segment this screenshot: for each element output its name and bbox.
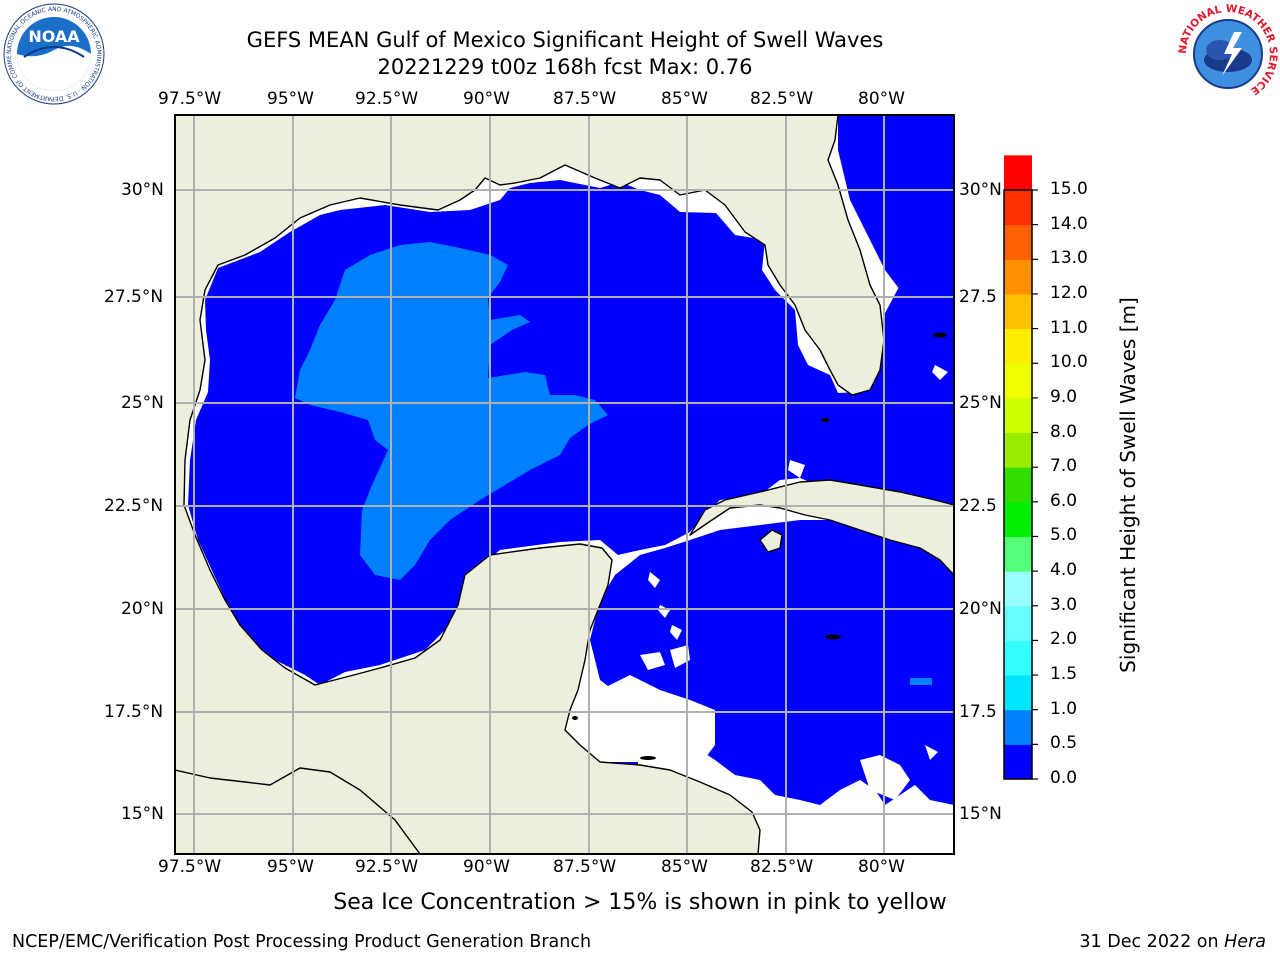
colorbar-tick-label: 2.0 bbox=[1050, 629, 1078, 650]
colorbar-label: Significant Height of Swell Waves [m] bbox=[1116, 297, 1140, 673]
colorbar-tick-label: 5.0 bbox=[1050, 525, 1078, 546]
lat-label-right: 30°N bbox=[959, 180, 1002, 200]
footer-date-text: 31 Dec 2022 on bbox=[1079, 932, 1225, 952]
colorbar-swatch bbox=[1004, 675, 1032, 711]
lon-label-top: 92.5°W bbox=[355, 89, 419, 109]
lat-label-left: 25°N bbox=[121, 393, 164, 413]
colorbar-swatch bbox=[1004, 744, 1032, 780]
lon-label-top: 90°W bbox=[463, 89, 510, 109]
small-islands bbox=[572, 332, 947, 760]
swell-field-caribbean bbox=[590, 520, 954, 805]
colorbar-tick-label: 1.5 bbox=[1050, 664, 1078, 685]
lon-label-top: 82.5°W bbox=[750, 89, 814, 109]
colorbar-swatch bbox=[1004, 432, 1032, 468]
colorbar-tick-label: 4.0 bbox=[1050, 560, 1078, 581]
lon-label-bottom: 87.5°W bbox=[553, 857, 617, 877]
lat-label-right: 20°N bbox=[959, 599, 1002, 619]
swell-field-small-patch bbox=[910, 678, 932, 685]
lat-label-left: 15°N bbox=[121, 804, 164, 824]
lat-label-left: 27.5°N bbox=[104, 287, 164, 307]
colorbar-tick-label: 6.0 bbox=[1050, 490, 1078, 511]
lon-label-bottom: 80°W bbox=[858, 857, 905, 877]
nws-logo: NATIONAL WEATHER SERVICE bbox=[1177, 3, 1279, 104]
colorbar-tick-label: 7.0 bbox=[1050, 456, 1078, 477]
colorbar-swatch bbox=[1004, 328, 1032, 364]
map-title: GEFS MEAN Gulf of Mexico Significant Hei… bbox=[246, 28, 884, 52]
footer-credit: NCEP/EMC/Verification Post Processing Pr… bbox=[12, 932, 592, 952]
gridlines bbox=[175, 115, 954, 854]
colorbar-swatch bbox=[1004, 259, 1032, 295]
lat-label-right: 15°N bbox=[959, 804, 1002, 824]
lon-label-bottom: 97.5°W bbox=[158, 857, 222, 877]
colorbar-tick-label: 15.0 bbox=[1050, 179, 1088, 199]
land-masses bbox=[175, 115, 954, 854]
colorbar-tick-label: 14.0 bbox=[1050, 213, 1088, 234]
lat-label-left: 30°N bbox=[121, 180, 164, 200]
swell-field-atlantic bbox=[838, 115, 954, 290]
noaa-logo: NOAA NATIONAL OCEANIC AND ATMOSPHERIC AD… bbox=[2, 2, 105, 105]
lat-label-left: 22.5°N bbox=[104, 496, 164, 516]
colorbar-tick-label: 11.0 bbox=[1050, 317, 1088, 338]
noaa-logo-text: NOAA bbox=[28, 27, 80, 46]
lon-label-bottom: 90°W bbox=[463, 857, 510, 877]
colorbar-tick-label: 0.5 bbox=[1050, 733, 1078, 754]
colorbar-swatch bbox=[1004, 293, 1032, 330]
swell-field-gulf-high bbox=[295, 242, 608, 580]
lat-label-right: 25°N bbox=[959, 393, 1002, 413]
colorbar-tick-label: 3.0 bbox=[1050, 594, 1078, 615]
lat-label-left: 17.5°N bbox=[104, 702, 164, 722]
colorbar-swatch bbox=[1004, 467, 1032, 503]
lon-label-top: 97.5°W bbox=[158, 89, 222, 109]
colorbar-tick-label: 1.0 bbox=[1050, 698, 1078, 719]
colorbar-tick-label: 12.0 bbox=[1050, 282, 1088, 303]
lat-label-right: 22.5 bbox=[959, 496, 997, 516]
colorbar-swatch bbox=[1004, 224, 1032, 260]
lon-label-bottom: 85°W bbox=[661, 857, 708, 877]
colorbar-tick-label: 9.0 bbox=[1050, 386, 1078, 407]
colorbar-swatch bbox=[1004, 640, 1032, 676]
colorbar-swatch bbox=[1004, 501, 1032, 537]
colorbar-tick-label: 8.0 bbox=[1050, 421, 1078, 442]
footer-host: Hera bbox=[1224, 932, 1266, 952]
lon-label-top: 80°W bbox=[858, 89, 905, 109]
lon-label-bottom: 82.5°W bbox=[750, 857, 814, 877]
colorbar bbox=[1003, 155, 1038, 780]
colorbar-swatch bbox=[1004, 363, 1032, 399]
colorbar-swatch bbox=[1004, 571, 1032, 607]
footer-date: 31 Dec 2022 on Hera bbox=[1079, 932, 1266, 952]
colorbar-swatch bbox=[1004, 536, 1032, 572]
map-frame bbox=[174, 114, 955, 855]
lon-label-top: 87.5°W bbox=[553, 89, 617, 109]
sea-ice-caption: Sea Ice Concentration > 15% is shown in … bbox=[333, 890, 947, 915]
lat-label-left: 20°N bbox=[121, 599, 164, 619]
colorbar-frame bbox=[1003, 189, 1033, 780]
map-subtitle: 20221229 t00z 168h fcst Max: 0.76 bbox=[377, 55, 753, 79]
lon-label-top: 95°W bbox=[267, 89, 314, 109]
land-north-america bbox=[175, 115, 885, 854]
land-isle-of-youth bbox=[759, 529, 783, 553]
colorbar-swatch bbox=[1004, 709, 1032, 745]
colorbar-swatch bbox=[1004, 605, 1032, 641]
colorbar-swatch bbox=[1004, 190, 1032, 226]
colorbar-tick-label: 13.0 bbox=[1050, 248, 1088, 269]
colorbar-tick-label: 0.0 bbox=[1050, 768, 1078, 788]
lon-label-bottom: 95°W bbox=[267, 857, 314, 877]
colorbar-tick-label: 10.0 bbox=[1050, 352, 1088, 373]
lon-label-bottom: 92.5°W bbox=[355, 857, 419, 877]
lat-label-right: 27.5 bbox=[959, 287, 997, 307]
lon-label-top: 85°W bbox=[661, 89, 708, 109]
colorbar-swatch bbox=[1004, 397, 1032, 434]
colorbar-swatch bbox=[1004, 155, 1032, 191]
lat-label-right: 17.5 bbox=[959, 702, 997, 722]
